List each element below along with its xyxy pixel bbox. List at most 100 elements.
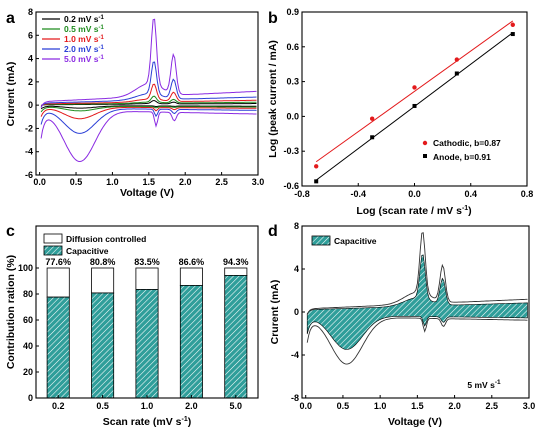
panel-b-plot-area bbox=[314, 20, 515, 184]
panel-a-ytick-label: -6 bbox=[25, 170, 33, 180]
panel-a-label: a bbox=[6, 10, 15, 27]
cv-curve-1-cathodic bbox=[40, 106, 257, 113]
panel-a-legend-unit-sup-0: -1 bbox=[99, 15, 105, 21]
panel-c-ytick-label: 80 bbox=[23, 289, 33, 299]
panel-b-point-anode bbox=[314, 179, 319, 184]
panel-d-ylabel: Crurent (mA) bbox=[269, 280, 281, 345]
panel-d-xtick-label: 1.0 bbox=[374, 401, 387, 411]
panel-a-xtick-label: 3.0 bbox=[252, 177, 265, 187]
panel-d-total-curve-anodic bbox=[306, 232, 528, 315]
panel-b-legend-marker-cathodic bbox=[422, 140, 428, 146]
panel-c-ytick-label: 40 bbox=[23, 341, 33, 351]
panel-a-legend-label-4: 5.0 mV s-1 bbox=[64, 54, 104, 64]
panel-c-plot-area: 77.6% 80.8% 83.5% 86.6% 94.3% bbox=[45, 257, 249, 399]
panel-a-legend-label-2: 1.0 mV s-1 bbox=[64, 34, 104, 44]
panel-b-ytick-label: -0.3 bbox=[283, 146, 299, 156]
panel-b-ytick-label: 0.9 bbox=[286, 7, 299, 17]
panel-b-ytick-label: 0.3 bbox=[286, 77, 299, 87]
panel-c-bar-capacitive bbox=[135, 289, 159, 399]
panel-a-xtick-label: 1.5 bbox=[143, 177, 156, 187]
panel-b-point-cathodic bbox=[314, 164, 319, 169]
panel-d-capacitive-area bbox=[306, 254, 528, 350]
panel-c-bar-capacitive bbox=[224, 275, 248, 399]
cv-curve-4-anodic bbox=[40, 18, 257, 108]
panel-c-bar-diffusion bbox=[135, 267, 159, 290]
panel-d-xtick-label: 2.5 bbox=[486, 401, 499, 411]
panel-b-ylabel: Log (peak current / mA) bbox=[267, 40, 279, 158]
panel-a-cv-curves: 0.0 0.5 1.0 1.5 2.0 2.5 3.0 -6 -4 -2 0 2 4 6 8 0.2 mV … bbox=[5, 7, 264, 199]
panel-b-point-anode bbox=[454, 71, 459, 76]
panel-c-bar-capacitive bbox=[91, 292, 115, 399]
panel-c-bar-capacitive bbox=[46, 296, 70, 399]
panel-a-legend-unit-sup-3: -1 bbox=[99, 45, 105, 51]
panel-d-legend-label: Capacitive bbox=[334, 236, 377, 246]
panel-c-bar-diffusion bbox=[179, 267, 203, 286]
panel-a-xtick-label: 2.5 bbox=[215, 177, 228, 187]
panel-b-legend: Cathodic, b=0.87 Anode, b=0.91 bbox=[422, 138, 501, 162]
cv-curve-0-cathodic bbox=[40, 105, 257, 110]
panel-c-data-label: 86.6% bbox=[179, 257, 205, 267]
cv-curve-2-cathodic bbox=[40, 106, 257, 120]
panel-d-ytick-label: -8 bbox=[291, 393, 299, 403]
panel-a-legend-text-3: 2.0 mV s bbox=[64, 44, 99, 54]
panel-b-xtick-label: 0.0 bbox=[408, 189, 421, 199]
panel-a-legend-text-4: 5.0 mV s bbox=[64, 54, 99, 64]
panel-b-fit-line-0 bbox=[315, 20, 514, 163]
panel-d-ytick-label: 8 bbox=[294, 221, 299, 231]
panel-b-ytick-label: 0.0 bbox=[286, 111, 299, 121]
panel-b-point-cathodic bbox=[369, 116, 375, 121]
panel-d-label: d bbox=[268, 223, 278, 240]
panel-a-legend-label-3: 2.0 mV s-1 bbox=[64, 44, 104, 54]
panel-b-ytick-label: 0.6 bbox=[286, 42, 299, 52]
panel-c-contribution-bars: 77.6% 80.8% 83.5% 86.6% 94.3% 0.2 0.5 1.0 2.0 5.… bbox=[5, 225, 259, 428]
cv-curve-4-cathodic bbox=[40, 111, 257, 163]
panel-d-ytick-label: 4 bbox=[294, 264, 299, 274]
panel-d-xtick-label: 3.0 bbox=[523, 401, 536, 411]
panel-b-log-fit: -0.8 -0.4 0.0 0.4 0.8 -0.6 -0.3 0.0 0.3 0.6 0.9 Ca… bbox=[267, 7, 533, 217]
panel-d-xtick-label: 1.5 bbox=[411, 401, 424, 411]
cv-curve-1-anodic bbox=[40, 95, 257, 107]
panel-b-point-cathodic bbox=[510, 22, 515, 27]
panel-a-frame bbox=[35, 11, 259, 176]
panel-b-point-cathodic bbox=[412, 85, 417, 90]
panel-c-ytick-label: 60 bbox=[23, 315, 33, 325]
panel-c-ytick-label: 100 bbox=[18, 263, 33, 273]
cv-curve-3-anodic bbox=[40, 61, 257, 108]
panel-c-legend-label-capacitive: Capacitive bbox=[66, 246, 109, 256]
panel-b-xtick-label: -0.4 bbox=[350, 189, 366, 199]
panel-d-ytick-label: -4 bbox=[291, 350, 299, 360]
panel-d-legend-swatch bbox=[311, 235, 331, 246]
panel-d-legend: Capacitive bbox=[311, 235, 377, 246]
panel-a-legend: 0.2 mV s-10.5 mV s-11.0 mV s-12.0 mV s-1… bbox=[42, 14, 104, 64]
panel-a-ytick-label: 4 bbox=[28, 54, 33, 64]
panel-a-legend-label-1: 0.5 mV s-1 bbox=[64, 24, 104, 34]
panel-a-legend-text-2: 1.0 mV s bbox=[64, 34, 99, 44]
panel-d-xtick-label: 0.0 bbox=[299, 401, 312, 411]
panel-c-ylabel: Contribution ration (%) bbox=[5, 255, 17, 369]
panel-d-ytick-label: 0 bbox=[294, 307, 299, 317]
panel-c-ticks: 0.2 0.5 1.0 2.0 5.0 0 20 40 60 80 100 bbox=[18, 263, 242, 411]
panel-b-legend-label-cathodic: Cathodic, b=0.87 bbox=[433, 138, 501, 148]
panel-a-xtick-label: 1.0 bbox=[106, 177, 119, 187]
panel-c-bar-diffusion bbox=[91, 267, 115, 294]
panel-c-data-label: 80.8% bbox=[90, 257, 116, 267]
panel-c-legend-swatch-capacitive bbox=[43, 245, 63, 256]
panel-b-ticks: -0.8 -0.4 0.0 0.4 0.8 -0.6 -0.3 0.0 0.3 0.6 0.9 bbox=[283, 7, 533, 199]
cv-curve-2-anodic bbox=[40, 83, 257, 107]
panel-c-xtick-label: 1.0 bbox=[141, 401, 154, 411]
panel-b-point-anode bbox=[510, 32, 515, 37]
panel-a-ytick-label: 0 bbox=[28, 100, 33, 110]
panel-b-legend-marker-anode bbox=[423, 154, 427, 158]
panel-b-legend-label-anode: Anode, b=0.91 bbox=[433, 152, 491, 162]
panel-a-legend-unit-sup-2: -1 bbox=[99, 35, 105, 41]
panel-c-legend-label-diffusion: Diffusion controlled bbox=[66, 234, 146, 244]
panel-a-ylabel: Crurent (mA) bbox=[5, 62, 17, 127]
panel-d-ticks: 0.0 0.5 1.0 1.5 2.0 2.5 3.0 -8 -4 0 4 8 bbox=[291, 221, 535, 411]
panel-c-bar-diffusion bbox=[224, 267, 248, 276]
panel-a-xlabel: Voltage (V) bbox=[120, 187, 174, 199]
panel-b-xtick-label: 0.4 bbox=[464, 189, 477, 199]
panel-c-legend: Diffusion controlled Capacitive bbox=[43, 233, 146, 256]
panel-b-xtick-label: 0.8 bbox=[521, 189, 534, 199]
panel-a-plot-area bbox=[40, 18, 257, 163]
